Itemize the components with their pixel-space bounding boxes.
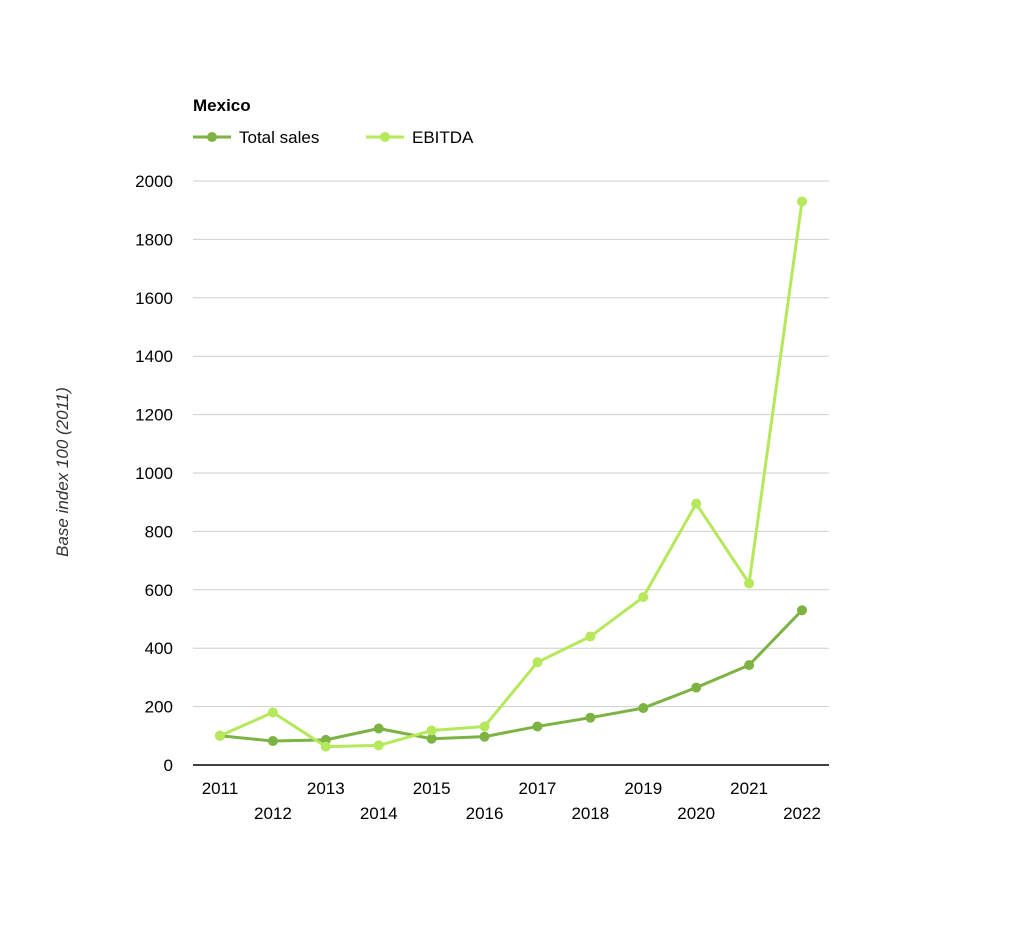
data-point-ebitda-2012: [267, 707, 278, 718]
legend-item-ebitda: EBITDA: [366, 128, 474, 147]
y-tick-label-2000: 2000: [135, 172, 173, 191]
x-tick-label-2012: 2012: [254, 804, 292, 823]
legend-label-total-sales: Total sales: [239, 128, 319, 147]
data-point-total-sales-2015: [426, 733, 437, 744]
series-line-ebitda: [218, 199, 804, 749]
x-tick-label-2015: 2015: [413, 779, 451, 798]
y-tick-label-1400: 1400: [135, 347, 173, 366]
legend-marker-total-sales: [207, 132, 217, 142]
legend-item-total-sales: Total sales: [193, 128, 319, 147]
y-tick-label-600: 600: [145, 581, 173, 600]
data-point-ebitda-2015: [426, 725, 437, 736]
data-point-total-sales-2022: [797, 605, 807, 616]
legend-label-ebitda: EBITDA: [412, 128, 474, 147]
x-tick-label-2022: 2022: [783, 804, 821, 823]
y-tick-label-1000: 1000: [135, 464, 173, 483]
series-line-total-sales: [218, 608, 804, 743]
y-tick-label-0: 0: [164, 756, 173, 775]
y-tick-label-400: 400: [145, 639, 173, 658]
legend-marker-ebitda: [380, 132, 390, 142]
x-tick-label-2019: 2019: [624, 779, 662, 798]
data-point-total-sales-2021: [744, 660, 755, 671]
data-point-total-sales-2019: [638, 703, 649, 714]
data-point-ebitda-2021: [744, 578, 755, 589]
x-tick-label-2017: 2017: [519, 779, 557, 798]
data-point-total-sales-2014: [373, 723, 384, 734]
chart-title: Mexico: [193, 96, 251, 115]
data-point-ebitda-2014: [373, 740, 384, 751]
y-tick-label-1200: 1200: [135, 406, 173, 425]
x-tick-label-2014: 2014: [360, 804, 398, 823]
series-lines: [215, 196, 807, 752]
x-tick-label-2018: 2018: [571, 804, 609, 823]
data-point-ebitda-2019: [638, 592, 649, 603]
data-point-total-sales-2018: [585, 712, 596, 723]
y-tick-label-1800: 1800: [135, 230, 173, 249]
legend: Total sales EBITDA: [193, 128, 474, 147]
grid-lines: [193, 180, 829, 766]
data-point-ebitda-2016: [479, 721, 490, 732]
x-axis-tick-labels: 2011 2012 2013 2014 2015 2016 2017 2018 2019 2020…: [202, 779, 821, 823]
data-point-ebitda-2017: [532, 657, 543, 668]
y-tick-label-1600: 1600: [135, 289, 173, 308]
data-point-ebitda-2018: [585, 631, 596, 642]
data-point-total-sales-2020: [691, 682, 702, 693]
data-point-total-sales-2017: [532, 721, 543, 732]
y-axis-label: Base index 100 (2011): [53, 387, 72, 557]
data-point-ebitda-2011: [215, 730, 225, 741]
y-tick-label-200: 200: [145, 698, 173, 717]
y-tick-label-800: 800: [145, 522, 173, 541]
x-tick-label-2020: 2020: [677, 804, 715, 823]
data-point-ebitda-2013: [320, 741, 331, 752]
x-tick-label-2016: 2016: [466, 804, 504, 823]
data-point-total-sales-2012: [267, 736, 278, 747]
data-point-ebitda-2020: [691, 498, 702, 509]
data-point-total-sales-2016: [479, 731, 490, 742]
x-tick-label-2011: 2011: [202, 779, 239, 798]
y-axis-tick-labels: 0 200 400 600 800 1000 1200 1400 1600 1800 2000: [135, 172, 173, 775]
x-tick-label-2021: 2021: [730, 779, 768, 798]
x-tick-label-2013: 2013: [307, 779, 345, 798]
data-point-ebitda-2022: [797, 196, 807, 207]
